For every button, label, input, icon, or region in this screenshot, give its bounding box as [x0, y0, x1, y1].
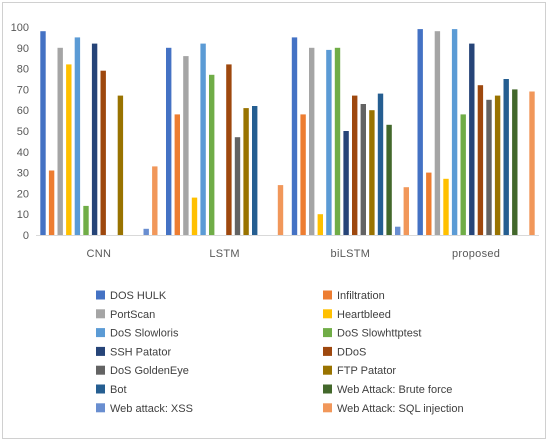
bar — [183, 56, 189, 235]
bar — [200, 43, 206, 235]
bar — [91, 43, 98, 235]
bar — [226, 64, 232, 236]
bar — [166, 47, 172, 235]
bar — [326, 49, 332, 236]
bar — [486, 99, 492, 235]
bar — [443, 178, 449, 235]
bars — [40, 29, 535, 236]
legend-swatch — [323, 290, 332, 300]
bar — [512, 89, 518, 236]
legend-label: FTP Patator — [337, 365, 396, 377]
y-axis-ticks: 0 10 20 30 40 50 60 70 80 90 100 — [11, 22, 29, 242]
bar — [503, 79, 509, 235]
bar — [191, 197, 198, 235]
y-tick-label: 20 — [17, 188, 29, 200]
y-tick-label: 30 — [17, 168, 29, 180]
bar — [377, 93, 384, 235]
y-tick-label: 60 — [17, 105, 29, 117]
bar — [100, 70, 106, 235]
bar — [57, 47, 63, 235]
bar — [417, 29, 423, 235]
bar — [234, 137, 241, 235]
legend-swatch — [323, 328, 332, 338]
bar — [469, 43, 475, 235]
bar — [74, 37, 81, 236]
bar — [252, 106, 258, 235]
x-category-label: LSTM — [209, 248, 240, 260]
bar — [300, 114, 306, 235]
bar — [48, 170, 55, 235]
legend-label: DoS Slowloris — [110, 328, 179, 340]
legend-label: Web Attack: SQL injection — [337, 403, 464, 415]
legend-swatch — [96, 346, 105, 356]
y-tick-label: 80 — [17, 64, 29, 76]
legend-swatch — [96, 365, 105, 375]
y-tick-label: 100 — [11, 22, 29, 34]
x-category-label: biLSTM — [331, 248, 371, 260]
bar — [83, 205, 89, 235]
legend-label: PortScan — [110, 309, 155, 321]
legend-label: SSH Patator — [110, 346, 171, 358]
bar — [277, 185, 284, 235]
bar — [477, 85, 484, 235]
legend-label: DOS HULK — [110, 290, 167, 302]
legend-swatch — [323, 384, 332, 394]
legend-swatch — [96, 290, 105, 300]
bar — [460, 114, 466, 235]
bar — [426, 172, 432, 235]
y-tick-label: 10 — [17, 209, 29, 221]
bar — [395, 226, 401, 235]
bar-chart: 0 10 20 30 40 50 60 70 80 90 100 CNN LSTM biLSTM prop… — [11, 22, 539, 415]
legend-label: DoS Slowhttptest — [337, 328, 421, 340]
bar — [40, 31, 46, 236]
bar — [243, 108, 249, 235]
y-tick-label: 70 — [17, 84, 29, 96]
bar — [117, 95, 124, 235]
category-labels: CNN LSTM biLSTM proposed — [87, 248, 500, 260]
legend-swatch — [96, 328, 105, 338]
legend-label: Web Attack: Brute force — [337, 384, 452, 396]
legend-swatch — [323, 403, 332, 413]
bar — [66, 64, 72, 236]
legend-swatch — [96, 309, 105, 319]
y-tick-label: 50 — [17, 126, 29, 138]
legend-label: DDoS — [337, 346, 366, 358]
legend-label: Bot — [110, 384, 127, 396]
bar — [386, 124, 392, 235]
legend-label: Web attack: XSS — [110, 403, 193, 415]
bar — [152, 166, 158, 235]
legend: DOS HULK Infiltration PortScan Heartbleed Do… — [96, 290, 464, 415]
legend-swatch — [96, 384, 105, 394]
legend-swatch — [323, 309, 332, 319]
bar — [352, 95, 358, 235]
bar — [317, 214, 323, 235]
legend-swatch — [323, 346, 332, 356]
legend-label: Infiltration — [337, 290, 385, 302]
bar — [369, 110, 375, 235]
bar — [360, 104, 366, 235]
bar — [494, 95, 501, 235]
y-tick-label: 0 — [23, 230, 29, 242]
bar — [434, 31, 441, 236]
bar — [403, 187, 409, 235]
x-category-label: CNN — [87, 248, 112, 260]
bar — [209, 74, 215, 235]
legend-swatch — [96, 403, 105, 413]
bar — [343, 131, 349, 235]
chart-frame: 0 10 20 30 40 50 60 70 80 90 100 CNN LSTM biLSTM prop… — [2, 2, 546, 439]
bar — [451, 29, 458, 235]
bar — [334, 47, 341, 235]
bar — [174, 114, 180, 235]
x-category-label: proposed — [452, 248, 500, 260]
y-tick-label: 40 — [17, 147, 29, 159]
bar — [291, 37, 298, 236]
bar — [529, 91, 535, 235]
y-tick-label: 90 — [17, 43, 29, 55]
legend-label: Heartbleed — [337, 309, 391, 321]
bar — [309, 47, 315, 235]
legend-label: DoS GoldenEye — [110, 365, 189, 377]
bar — [143, 228, 149, 235]
legend-swatch — [323, 365, 332, 375]
